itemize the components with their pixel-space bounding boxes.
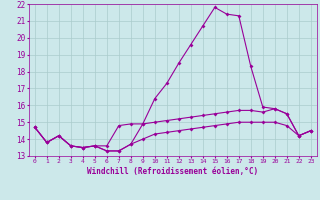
X-axis label: Windchill (Refroidissement éolien,°C): Windchill (Refroidissement éolien,°C) [87, 167, 258, 176]
